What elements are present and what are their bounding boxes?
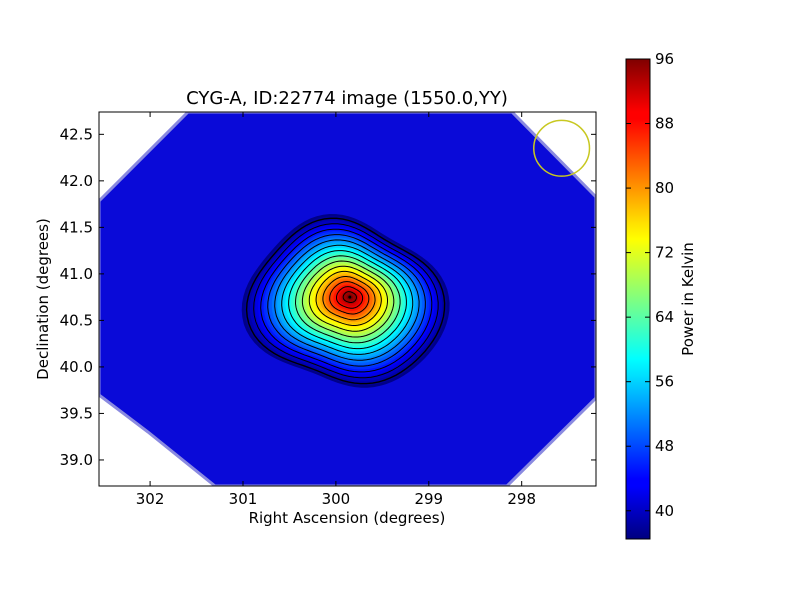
y-tick-label: 39.5 [60, 404, 93, 422]
x-tick-label: 300 [322, 490, 351, 508]
plot-frame [98, 111, 597, 487]
contour-line [260, 228, 433, 373]
colorbar: 40 48 56 64 72 80 88 96 Power in Kelvin [625, 50, 697, 540]
contour-layer [245, 217, 446, 385]
colorbar-tick-label: 80 [655, 179, 674, 197]
y-tick-label: 42.0 [60, 172, 93, 190]
contour-line [253, 223, 439, 379]
y-tick-label: 39.0 [60, 451, 93, 469]
colorbar-tick-label: 72 [655, 244, 674, 262]
contour-line [342, 291, 357, 303]
x-tick-label: 301 [229, 490, 258, 508]
contour-line [322, 276, 376, 321]
peak-marker [348, 295, 352, 299]
y-tick-label: 42.5 [60, 125, 93, 143]
contour-line [308, 265, 388, 332]
colorbar-tick-label: 40 [655, 502, 674, 520]
y-tick-label: 41.0 [60, 265, 93, 283]
contour-line [329, 281, 370, 315]
contour-line [315, 270, 382, 326]
colorbar-tick-label: 56 [655, 373, 674, 391]
y-tick-label: 40.0 [60, 358, 93, 376]
colorbar-tick-label: 96 [655, 50, 674, 68]
contour-line [274, 239, 420, 361]
y-axis-label: Declination (degrees) [34, 218, 52, 380]
y-tick-label: 40.5 [60, 311, 93, 329]
plot-area [99, 112, 596, 486]
x-tick-label: 299 [414, 490, 443, 508]
x-tick-label: 298 [507, 490, 536, 508]
colorbar-tick-label: 48 [655, 437, 674, 455]
colorbar-label: Power in Kelvin [679, 242, 697, 356]
x-tick-label: 302 [136, 490, 165, 508]
contour-line [267, 234, 426, 367]
contour-line [301, 260, 395, 338]
beam-marker [533, 119, 591, 177]
contour-line [281, 244, 414, 355]
colorbar-gradient [625, 58, 651, 540]
colorbar-tick-label: 88 [655, 115, 674, 133]
contour-line [294, 255, 401, 344]
x-axis: 302 301 300 299 298 [136, 112, 536, 508]
colorbar-ticks: 40 48 56 64 72 80 88 96 [626, 50, 674, 520]
contour-line [288, 250, 407, 350]
y-axis: 39.0 39.5 40.0 40.5 41.0 41.5 42.0 42.5 [60, 125, 596, 469]
colorbar-tick-label: 64 [655, 308, 674, 326]
contour-line [245, 217, 446, 385]
chart-title: CYG-A, ID:22774 image (1550.0,YY) [186, 88, 508, 109]
y-tick-label: 41.5 [60, 218, 93, 236]
contour-line [336, 286, 364, 309]
x-axis-label: Right Ascension (degrees) [249, 509, 446, 527]
